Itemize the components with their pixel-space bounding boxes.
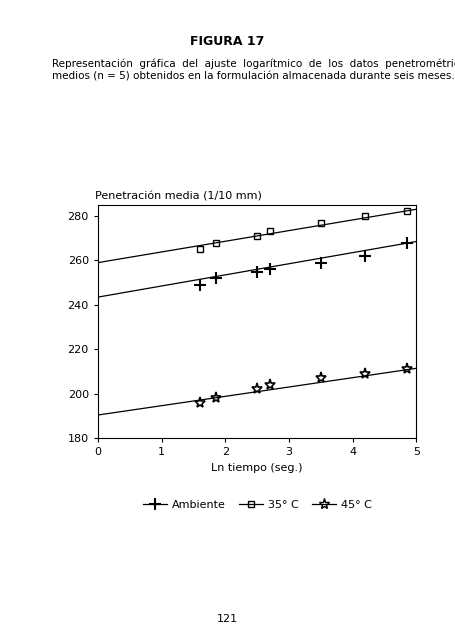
Text: Penetración media (1/10 mm): Penetración media (1/10 mm) <box>95 191 262 201</box>
Legend: Ambiente, 35° C, 45° C: Ambiente, 35° C, 45° C <box>138 495 376 514</box>
Text: Representación  gráfica  del  ajuste  logarítmico  de  los  datos  penetrométric: Representación gráfica del ajuste logarí… <box>52 59 455 69</box>
X-axis label: Ln tiempo (seg.): Ln tiempo (seg.) <box>211 463 303 473</box>
Text: 121: 121 <box>217 614 238 624</box>
Text: medios (n = 5) obtenidos en la formulación almacenada durante seis meses.: medios (n = 5) obtenidos en la formulaci… <box>52 72 455 82</box>
Text: FIGURA 17: FIGURA 17 <box>190 35 265 48</box>
